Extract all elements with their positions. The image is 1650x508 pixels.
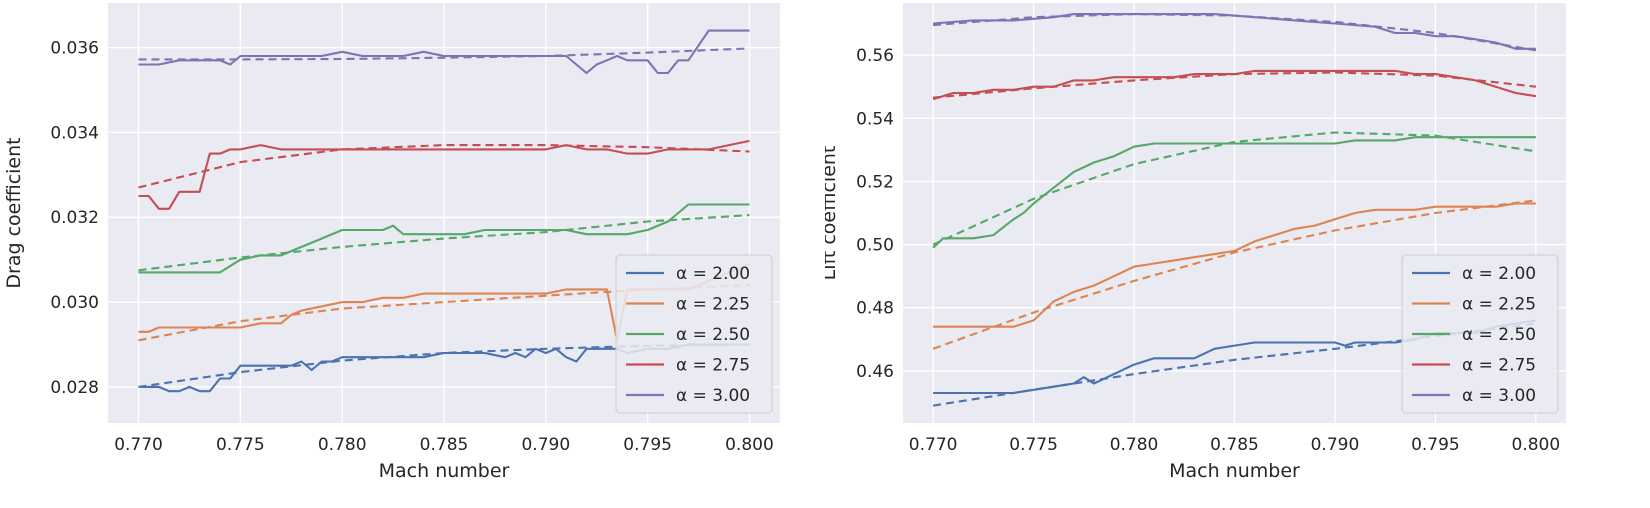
x-tick-label: 0.795 bbox=[623, 435, 672, 455]
lift-coefficient-chart: 0.770 0.775 0.780 0.785 0.790 0.795 0.800 0.46 0… bbox=[825, 3, 1566, 482]
x-tick-label: 0.795 bbox=[1411, 435, 1460, 455]
legend-label: α = 2.25 bbox=[1462, 295, 1536, 315]
x-tick-label: 0.800 bbox=[725, 435, 774, 455]
y-tick-label: 0.52 bbox=[856, 172, 894, 192]
y-tick-label: 0.030 bbox=[50, 293, 99, 313]
series-alpha-2-25-line bbox=[933, 202, 1536, 328]
legend-box bbox=[615, 254, 773, 414]
x-tick-label: 0.790 bbox=[521, 435, 570, 455]
series-alpha-2-50-line bbox=[932, 136, 1536, 249]
x-tick-label: 0.790 bbox=[1311, 435, 1360, 455]
y-axis-label: Lift coefficient bbox=[825, 146, 840, 281]
legend-label: α = 2.75 bbox=[676, 356, 750, 376]
series-alpha-2-75-line bbox=[138, 139, 750, 210]
series-alpha-2-00-line bbox=[138, 343, 750, 393]
legend-label: α = 2.00 bbox=[676, 264, 750, 284]
series-alpha-2-50-line bbox=[138, 203, 750, 274]
x-tick-label: 0.770 bbox=[114, 435, 163, 455]
drag-coefficient-chart: 0.770 0.775 0.780 0.785 0.790 0.795 0.800 0.028… bbox=[3, 3, 780, 482]
y-tick-label: 0.48 bbox=[856, 299, 894, 319]
series-alpha-2-25-fit-line bbox=[932, 199, 1537, 350]
y-tick-label: 0.56 bbox=[856, 46, 894, 66]
legend-label: α = 3.00 bbox=[676, 386, 750, 406]
y-tick-label: 0.50 bbox=[856, 236, 894, 256]
legend-label: α = 2.75 bbox=[1462, 356, 1536, 376]
x-tick-label: 0.785 bbox=[1210, 435, 1259, 455]
y-tick-label: 0.46 bbox=[856, 362, 894, 382]
series-alpha-2-50-fit-line bbox=[932, 131, 1537, 246]
legend-label: α = 2.00 bbox=[1462, 264, 1536, 284]
series-alpha-2-75-fit-line bbox=[933, 71, 1537, 99]
legend-box bbox=[1401, 254, 1559, 414]
x-tick-label: 0.785 bbox=[420, 435, 469, 455]
series-alpha-2-75-fit-line bbox=[138, 144, 750, 189]
series-alpha-2-50-fit-line bbox=[138, 214, 750, 272]
y-axis-label: Drag coefficient bbox=[3, 137, 25, 288]
y-tick-label: 0.028 bbox=[50, 378, 99, 398]
series-alpha-3-00-fit-line bbox=[138, 47, 750, 61]
series-alpha-3-00-fit-line bbox=[933, 13, 1537, 52]
x-tick-label: 0.780 bbox=[1110, 435, 1159, 455]
x-axis-label: Mach number bbox=[1169, 460, 1300, 482]
y-tick-label: 0.036 bbox=[50, 39, 99, 59]
legend-label: α = 2.25 bbox=[676, 295, 750, 315]
legend-label: α = 3.00 bbox=[1462, 386, 1536, 406]
y-tick-label: 0.032 bbox=[50, 208, 99, 228]
x-tick-label: 0.800 bbox=[1512, 435, 1561, 455]
x-tick-label: 0.775 bbox=[1009, 435, 1058, 455]
x-tick-label: 0.780 bbox=[318, 435, 367, 455]
x-tick-label: 0.775 bbox=[216, 435, 265, 455]
y-tick-label: 0.54 bbox=[856, 109, 894, 129]
x-axis-label: Mach number bbox=[379, 460, 510, 482]
x-tick-label: 0.770 bbox=[909, 435, 958, 455]
legend-label: α = 2.50 bbox=[676, 325, 750, 345]
legend-label: α = 2.50 bbox=[1462, 325, 1536, 345]
y-tick-label: 0.034 bbox=[50, 123, 99, 143]
